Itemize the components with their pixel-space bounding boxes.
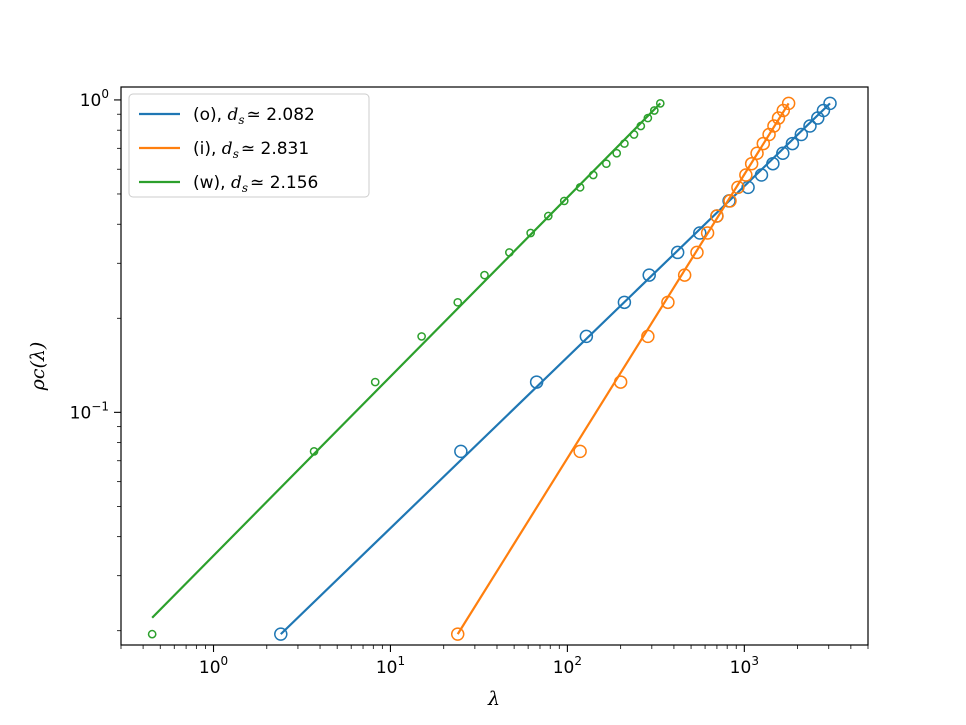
series-2-point-9: [559, 196, 569, 206]
series-0-point-5: [642, 268, 656, 282]
series-1-point-4: [661, 295, 675, 310]
legend-label-0: (o), ds ≃ 2.082: [193, 105, 315, 127]
series-0-point-16: [803, 119, 817, 133]
legend-box: [128, 93, 370, 198]
series-1-point-13: [750, 146, 764, 161]
series-1-point-17: [771, 111, 786, 125]
series-0-point-13: [776, 146, 790, 161]
series-2-point-16: [636, 121, 646, 131]
x-axis-label: λ: [487, 688, 500, 710]
series-1-point-11: [739, 168, 753, 182]
series-2-point-2: [370, 377, 380, 387]
x-tick-label: 101: [376, 654, 405, 678]
series-1-point-7: [700, 226, 715, 240]
x-tick-label: 100: [199, 654, 228, 678]
series-0-point-1: [454, 444, 468, 459]
series-1-point-5: [677, 268, 692, 282]
series-2-point-0: [147, 629, 157, 639]
series-0-point-15: [794, 127, 809, 142]
series-2-point-1: [309, 447, 319, 456]
series-2-point-13: [612, 148, 622, 158]
series-1-point-10: [731, 180, 745, 195]
series-1-point-2: [613, 375, 628, 389]
series-2-point-6: [505, 248, 514, 257]
data-layer: [147, 96, 837, 641]
series-0-point-11: [754, 168, 769, 182]
series-1-point-3: [641, 329, 655, 344]
series-1-point-19: [781, 96, 796, 111]
series-0-point-4: [617, 295, 632, 310]
y-tick-label: 10−1: [70, 399, 109, 423]
series-1-point-0: [450, 627, 465, 641]
series-2-fit-line: [151, 102, 662, 619]
series-0-point-14: [785, 136, 800, 151]
y-axis-label: ρc(λ): [27, 342, 49, 392]
series-0-point-6: [670, 245, 685, 260]
series-2-point-7: [526, 228, 536, 238]
series-2-point-3: [417, 332, 426, 341]
series-2-point-19: [655, 99, 665, 108]
legend-label-1: (i), ds ≃ 2.831: [193, 139, 309, 161]
series-2-point-18: [649, 106, 659, 115]
series-0-point-0: [274, 627, 288, 641]
series-1-point-9: [723, 194, 737, 208]
legend-label-2: (w), ds ≃ 2.156: [193, 173, 318, 195]
series-0-point-3: [579, 329, 594, 344]
x-tick-label: 102: [553, 654, 582, 678]
series-2-point-14: [620, 139, 629, 148]
axes-layer: 100 101 102 103 10−1 100: [70, 87, 869, 678]
series-0-point-19: [823, 96, 837, 111]
series-2-point-17: [643, 113, 653, 123]
series-0-point-7: [693, 226, 707, 240]
series-2-point-5: [480, 270, 489, 280]
x-tick-label: 103: [730, 654, 759, 678]
series-1-point-8: [710, 209, 724, 223]
series-0-fit-line: [280, 102, 831, 635]
series-2-point-12: [601, 159, 611, 169]
y-tick-label: 100: [80, 87, 109, 111]
legend: (o), ds ≃ 2.082 (i), ds ≃ 2.831 (w), ds ≃ 2.1…: [128, 93, 370, 198]
series-2-point-11: [588, 170, 598, 180]
series-0-point-2: [529, 375, 544, 389]
series-2-point-8: [543, 211, 553, 221]
series-1-point-12: [744, 156, 759, 171]
series-1-point-6: [690, 245, 704, 260]
series-2-point-10: [575, 183, 585, 192]
series-1-point-1: [573, 444, 587, 459]
series-1-point-16: [767, 119, 781, 133]
series-2-point-4: [453, 297, 463, 307]
series-0-point-12: [766, 156, 780, 171]
series-2-point-15: [629, 130, 639, 139]
